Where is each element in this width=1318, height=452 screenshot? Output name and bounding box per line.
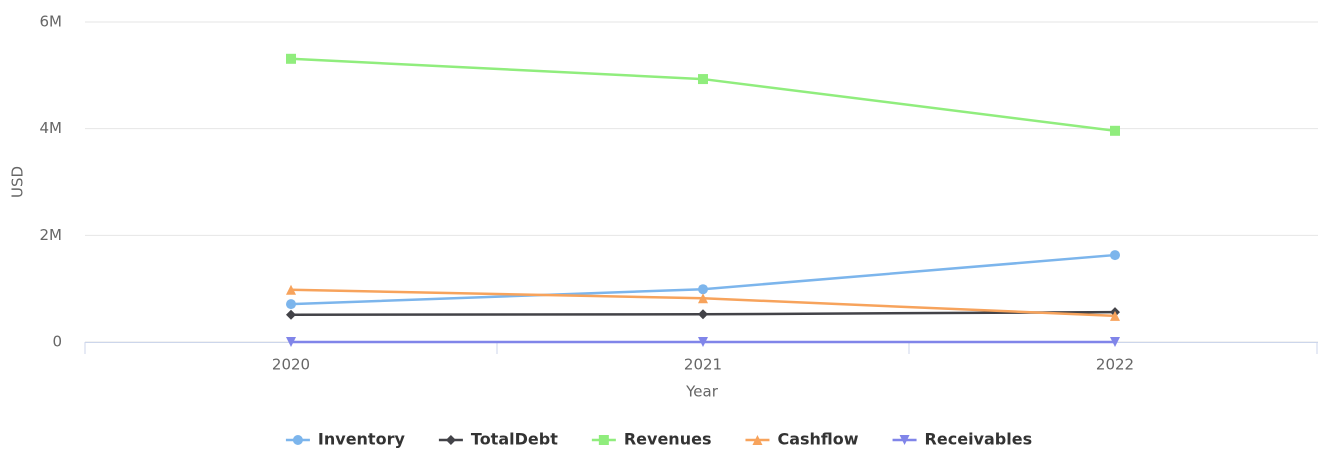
marker — [1110, 310, 1120, 321]
marker — [698, 284, 708, 295]
x-tick-label: 2021 — [684, 356, 722, 374]
marker — [445, 435, 456, 445]
marker — [292, 435, 303, 445]
x-tick-label: 2022 — [1096, 356, 1134, 374]
series-line — [290, 57, 1116, 133]
marker — [1110, 250, 1120, 261]
y-tick-label: 4M — [40, 119, 63, 137]
legend-label: TotalDebt — [471, 430, 558, 449]
y-axis-title: USD — [9, 166, 27, 198]
marker — [1110, 337, 1120, 347]
x-axis-title: Year — [685, 383, 719, 401]
legend-label: Receivables — [925, 430, 1033, 449]
y-tick-label: 2M — [40, 226, 63, 244]
marker — [286, 337, 296, 347]
legend: Inventory TotalDebt Revenues Cashflow Receiv… — [285, 430, 1033, 449]
y-tick-label: 6M — [40, 13, 63, 31]
marker — [698, 293, 708, 304]
marker — [286, 309, 296, 320]
legend-label: Inventory — [318, 430, 406, 449]
legend-label: Revenues — [624, 430, 712, 449]
marker — [698, 74, 708, 85]
marker — [286, 299, 296, 310]
marker — [1110, 125, 1120, 136]
marker — [752, 435, 763, 445]
legend-label: Cashflow — [777, 430, 858, 449]
x-tick-label: 2020 — [272, 356, 310, 374]
marker — [286, 53, 296, 64]
marker — [698, 337, 708, 347]
y-tick-label: 0 — [52, 333, 62, 351]
marker — [899, 435, 910, 445]
marker — [598, 435, 609, 445]
marker — [286, 284, 296, 295]
marker — [698, 309, 708, 320]
